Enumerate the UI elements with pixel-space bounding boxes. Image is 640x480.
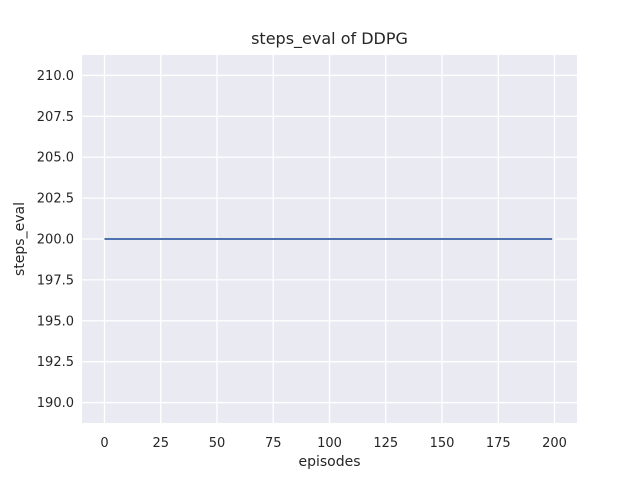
x-axis-label: episodes <box>298 454 361 470</box>
y-tick-label: 190.0 <box>37 396 74 411</box>
y-tick-label: 197.5 <box>37 273 74 288</box>
y-axis-label: steps_eval <box>12 202 28 276</box>
x-tick-label: 125 <box>373 436 398 451</box>
y-tick-label: 202.5 <box>37 192 74 207</box>
y-tick-label: 195.0 <box>37 314 74 329</box>
x-tick-label: 100 <box>317 436 342 451</box>
x-tick-label: 25 <box>152 436 169 451</box>
y-tick-label: 210.0 <box>37 69 74 84</box>
x-tick-label: 200 <box>542 436 567 451</box>
y-tick-label: 205.0 <box>37 151 74 166</box>
x-tick-label: 175 <box>486 436 511 451</box>
x-tick-label: 75 <box>265 436 282 451</box>
y-tick-label: 192.5 <box>37 355 74 370</box>
x-tick-label: 50 <box>209 436 226 451</box>
x-tick-label: 0 <box>100 436 108 451</box>
chart-title: steps_eval of DDPG <box>251 29 408 48</box>
y-tick-label: 200.0 <box>37 233 74 248</box>
x-tick-label: 150 <box>430 436 455 451</box>
y-tick-label: 207.5 <box>37 110 74 125</box>
